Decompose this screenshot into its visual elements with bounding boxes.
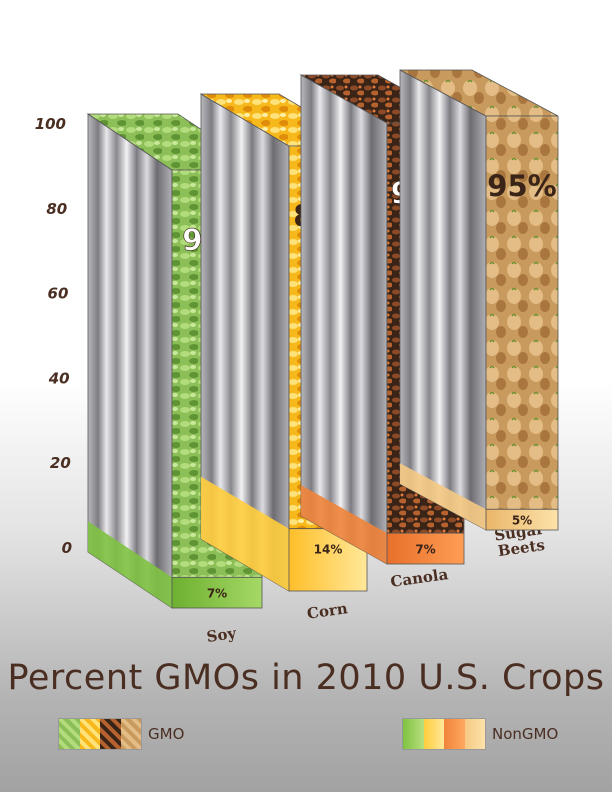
bar-nongmo-side	[201, 476, 289, 591]
bar-nongmo	[288, 528, 368, 592]
y-tick-label: 80	[46, 200, 67, 218]
bar-nongmo-side	[301, 485, 387, 564]
nongmo-value-label: 7%	[207, 587, 227, 601]
legend-gmo: GMO	[58, 718, 184, 750]
legend-gmo-swatches	[58, 718, 142, 750]
y-tick-label: 0	[62, 539, 72, 557]
legend-nongmo: NonGMO	[402, 718, 558, 750]
legend-swatch-corn	[79, 719, 100, 749]
nongmo-value-label: 14%	[314, 543, 343, 557]
bar-nongmo	[485, 508, 559, 531]
category-label: Canola	[389, 565, 449, 591]
nongmo-value-label: 5%	[512, 514, 532, 528]
chart-title: Percent GMOs in 2010 U.S. Crops	[7, 658, 605, 698]
bar-nongmo	[171, 576, 263, 609]
nongmo-value-label: 7%	[415, 543, 435, 557]
category-label: Soy	[205, 624, 238, 646]
bar-side	[399, 69, 487, 531]
bar-side	[300, 74, 388, 565]
gmo-value-label: 95%	[487, 169, 556, 203]
y-tick-label: 100	[35, 115, 66, 133]
legend-nongmo-swatches	[402, 718, 486, 750]
legend-swatch-beets	[120, 719, 141, 749]
legend-swatch-nongmo-soy	[403, 719, 424, 749]
bar-nongmo-side	[400, 463, 486, 530]
legend-swatch-soy	[59, 719, 80, 749]
bar-gmo	[485, 115, 559, 510]
legend-swatch-canola	[100, 719, 121, 749]
legend-swatch-nongmo-canola	[444, 719, 465, 749]
bar-nongmo-side	[88, 521, 172, 608]
legend-swatch-nongmo-beets	[464, 719, 485, 749]
bar-group: 95% 5%	[399, 69, 559, 531]
y-tick-label: 40	[48, 369, 70, 387]
bar-nongmo	[386, 532, 465, 565]
legend-gmo-label: GMO	[148, 725, 185, 743]
y-tick-label: 60	[48, 285, 69, 303]
category-label: Corn	[306, 599, 349, 623]
y-tick-label: 20	[50, 454, 71, 472]
legend-swatch-nongmo-corn	[423, 719, 444, 749]
legend-nongmo-label: NonGMO	[492, 725, 559, 743]
